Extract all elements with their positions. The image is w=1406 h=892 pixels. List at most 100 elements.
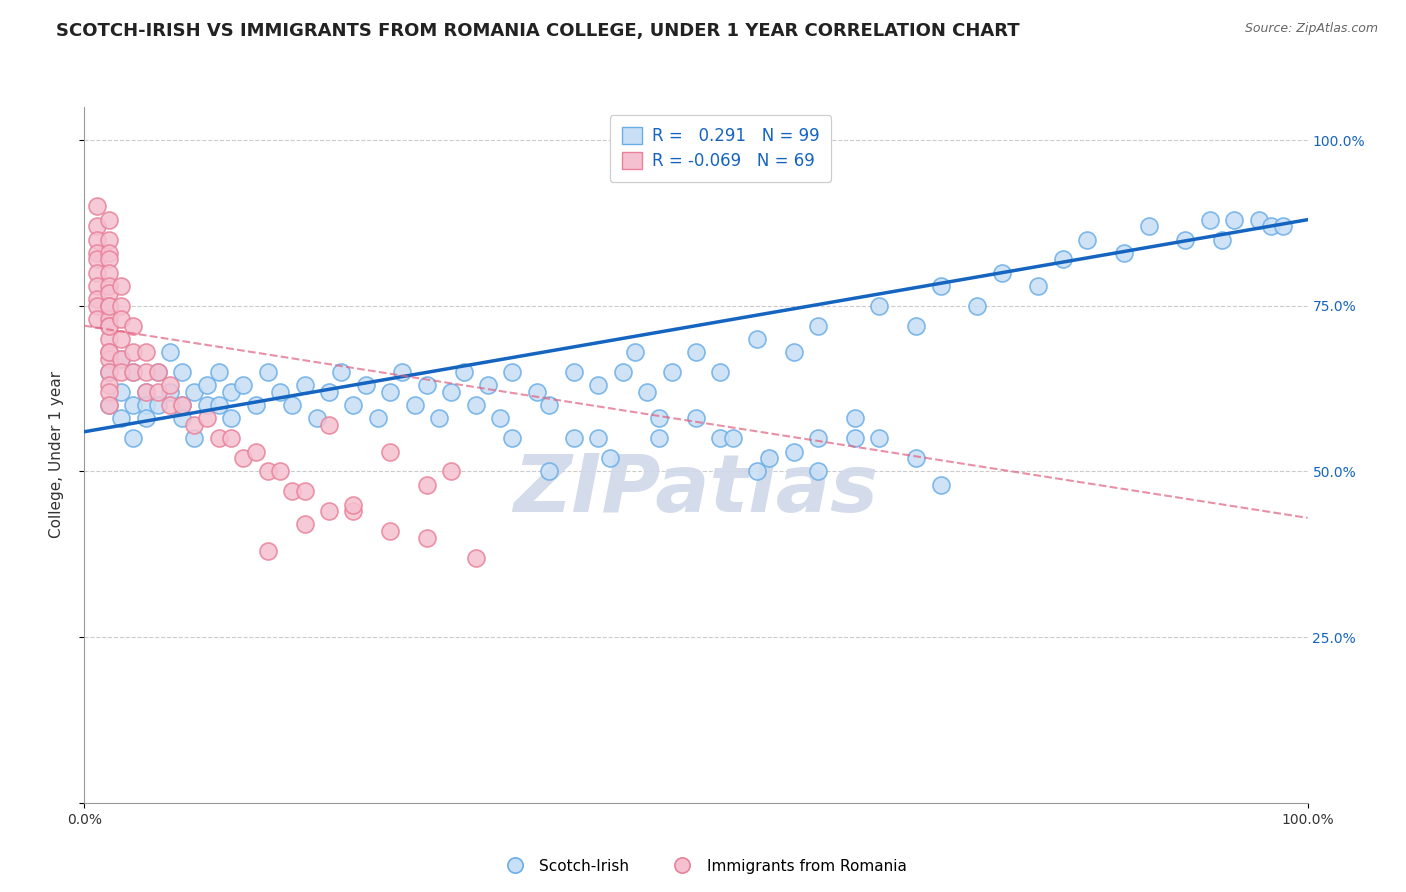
Point (86, 266, 108, 280)
Point (269, 465, 291, 479)
Point (110, 351, 132, 366)
Point (661, 365, 683, 379)
Point (844, 431, 866, 445)
Point (416, 378, 439, 392)
Point (294, 378, 316, 392)
Point (146, 398, 169, 412)
Point (110, 332, 132, 346)
Point (86, 219, 108, 234)
Point (783, 345, 806, 359)
Point (330, 365, 353, 379)
Point (135, 384, 157, 399)
Point (97, 299, 120, 313)
Point (97, 233, 120, 247)
Point (219, 411, 242, 425)
Point (183, 431, 205, 445)
Text: SCOTCH-IRISH VS IMMIGRANTS FROM ROMANIA COLLEGE, UNDER 1 YEAR CORRELATION CHART: SCOTCH-IRISH VS IMMIGRANTS FROM ROMANIA … (56, 22, 1019, 40)
Point (97, 285, 120, 300)
Point (427, 411, 450, 425)
Point (269, 384, 291, 399)
Point (257, 544, 280, 558)
Point (991, 266, 1014, 280)
Point (97, 312, 120, 326)
Point (86, 292, 108, 306)
Point (146, 365, 169, 379)
Point (159, 345, 181, 359)
Point (440, 465, 463, 479)
Point (342, 504, 364, 518)
Point (380, 444, 402, 458)
Point (453, 365, 475, 379)
Point (1198, 212, 1220, 227)
Point (219, 431, 242, 445)
Point (367, 411, 389, 425)
Point (172, 411, 194, 425)
Point (172, 365, 194, 379)
Point (636, 384, 658, 399)
Point (86, 199, 108, 213)
Point (562, 431, 585, 445)
Point (97, 279, 120, 293)
Point (135, 365, 157, 379)
Y-axis label: College, Under 1 year: College, Under 1 year (49, 371, 63, 539)
Point (1223, 212, 1246, 227)
Text: Source: ZipAtlas.com: Source: ZipAtlas.com (1244, 22, 1378, 36)
Point (489, 411, 512, 425)
Point (183, 418, 205, 433)
Point (599, 451, 621, 466)
Point (416, 477, 439, 491)
Point (1028, 279, 1050, 293)
Point (1272, 219, 1295, 234)
Point (97, 398, 120, 412)
Point (97, 378, 120, 392)
Point (97, 384, 120, 399)
Point (97, 365, 120, 379)
Text: ZIPatlas: ZIPatlas (513, 450, 879, 529)
Point (122, 365, 145, 379)
Point (869, 431, 891, 445)
Point (685, 345, 707, 359)
Point (685, 411, 707, 425)
Legend: Scotch-Irish, Immigrants from Romania: Scotch-Irish, Immigrants from Romania (494, 853, 912, 880)
Point (721, 431, 744, 445)
Point (844, 411, 866, 425)
Point (219, 384, 242, 399)
Point (86, 245, 108, 260)
Point (318, 504, 340, 518)
Point (110, 299, 132, 313)
Point (391, 365, 413, 379)
Point (232, 378, 254, 392)
Point (208, 398, 231, 412)
Point (380, 384, 402, 399)
Point (342, 498, 364, 512)
Point (232, 451, 254, 466)
Point (159, 378, 181, 392)
Point (195, 398, 218, 412)
Point (122, 431, 145, 445)
Point (624, 345, 647, 359)
Point (807, 318, 830, 333)
Point (245, 398, 267, 412)
Point (195, 378, 218, 392)
Point (612, 365, 634, 379)
Point (966, 299, 988, 313)
Point (747, 332, 769, 346)
Point (159, 384, 181, 399)
Point (929, 477, 952, 491)
Point (97, 266, 120, 280)
Point (97, 245, 120, 260)
Point (294, 484, 316, 499)
Point (905, 318, 928, 333)
Point (1052, 252, 1074, 267)
Point (709, 365, 731, 379)
Point (538, 465, 561, 479)
Point (86, 279, 108, 293)
Point (502, 431, 524, 445)
Point (122, 398, 145, 412)
Point (281, 398, 304, 412)
Point (281, 484, 304, 499)
Point (586, 378, 609, 392)
Point (586, 431, 609, 445)
Point (159, 398, 181, 412)
Point (1211, 233, 1233, 247)
